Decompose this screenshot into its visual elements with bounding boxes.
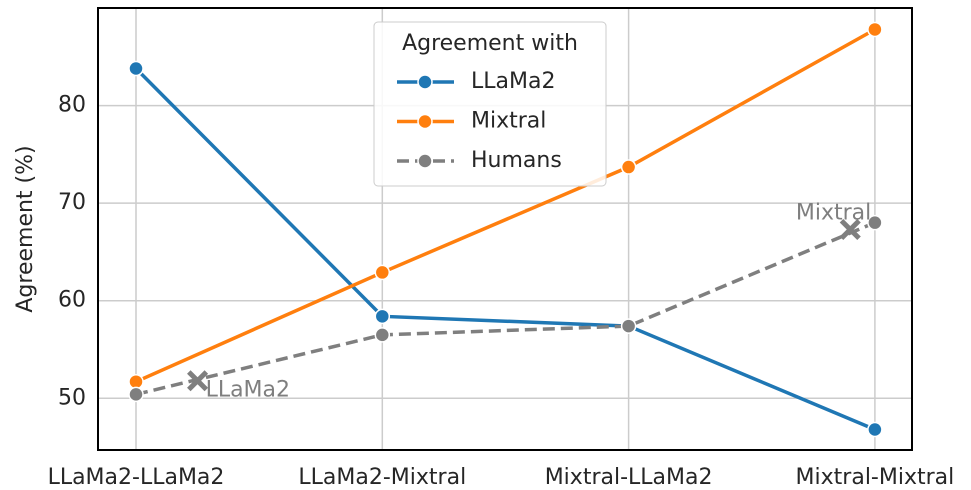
- x-tick-label: LLaMa2-LLaMa2: [48, 465, 225, 490]
- annotation-label: Mixtral: [796, 200, 871, 225]
- y-tick-label: 80: [58, 93, 86, 118]
- y-tick-label: 50: [58, 385, 86, 410]
- series-line: [134, 67, 876, 432]
- plot-frame: [97, 7, 913, 451]
- point: [620, 159, 637, 175]
- legend-label: Mixtral: [471, 109, 546, 134]
- legend-marker: [417, 113, 433, 130]
- y-tick-label: 70: [58, 190, 86, 215]
- y-axis-label: Agreement (%): [13, 145, 38, 312]
- legend-marker: [417, 153, 433, 169]
- point: [867, 421, 883, 438]
- legend: Agreement with LLaMa2 Mixtral Humans: [373, 21, 607, 187]
- legend-title: Agreement with: [402, 31, 578, 56]
- point: [374, 327, 391, 343]
- x-tick-label: Mixtral-Mixtral: [796, 465, 955, 490]
- series-line: [135, 221, 876, 397]
- annotation-marker: [187, 370, 209, 392]
- legend-label: LLaMa2: [471, 69, 555, 94]
- point: [374, 264, 391, 281]
- legend-box: [373, 21, 607, 187]
- point: [867, 21, 883, 38]
- series-line: [135, 27, 876, 384]
- y-tick-label: 60: [58, 288, 86, 313]
- x-tick-label: Mixtral-LLaMa2: [545, 465, 713, 490]
- annotation-marker: [839, 218, 861, 241]
- legend-label: Humans: [471, 148, 562, 173]
- point: [620, 318, 637, 334]
- point: [128, 386, 144, 403]
- legend-marker: [417, 74, 433, 90]
- point: [374, 308, 391, 325]
- annotation-label: LLaMa2: [206, 378, 290, 403]
- point: [867, 214, 883, 231]
- point: [128, 373, 144, 390]
- point: [128, 60, 144, 77]
- x-tick-label: LLaMa2-Mixtral: [298, 465, 466, 490]
